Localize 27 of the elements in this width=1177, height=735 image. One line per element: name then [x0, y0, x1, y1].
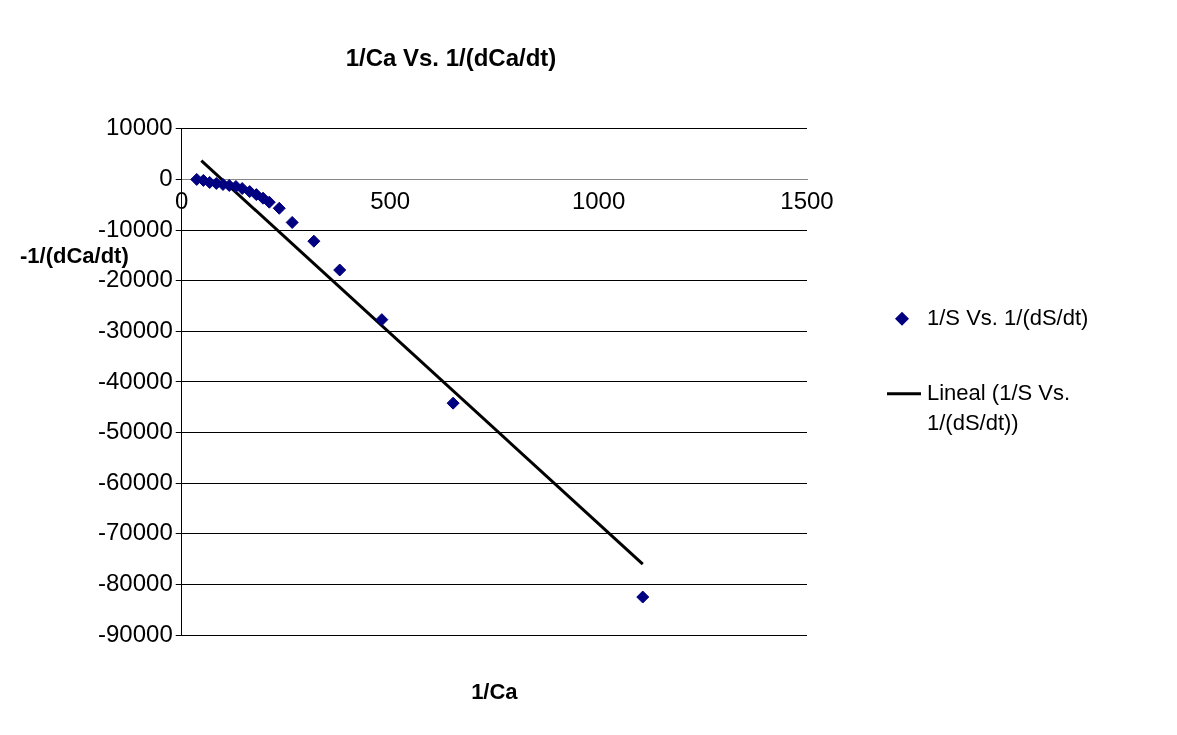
y-tick-label: -80000	[98, 569, 173, 597]
y-tick-label: 10000	[105, 113, 173, 141]
y-axis-title: -1/(dCa/dt)	[20, 243, 129, 269]
point	[262, 195, 276, 209]
y-tick-label: -50000	[98, 417, 173, 445]
y-tick-label: -10000	[98, 214, 173, 242]
chart-title: 1/Ca Vs. 1/(dCa/dt)	[345, 44, 557, 72]
x-axis-title: 1/Ca	[471, 679, 519, 705]
point	[375, 313, 389, 327]
point	[285, 215, 299, 229]
y-tick-label: -30000	[98, 315, 173, 343]
x-tick-label: 500	[370, 187, 411, 215]
point	[272, 201, 286, 215]
point	[636, 590, 650, 604]
y-tick-label: -40000	[98, 366, 173, 394]
point	[307, 234, 321, 248]
legend-label: 1/S Vs. 1/(dS/dt)	[927, 304, 1089, 330]
y-tick-label: 0	[159, 164, 173, 192]
y-tick-label: -60000	[98, 467, 173, 495]
x-tick-label: 1500	[780, 187, 834, 215]
x-tick-label: 1000	[571, 187, 626, 215]
point	[333, 263, 347, 277]
legend-label: Lineal (1/S Vs. 1/(dS/dt))	[927, 379, 1071, 435]
y-tick-label: -90000	[98, 619, 173, 647]
point	[235, 182, 249, 196]
y-tick-label: -70000	[98, 518, 173, 546]
point	[446, 396, 460, 410]
